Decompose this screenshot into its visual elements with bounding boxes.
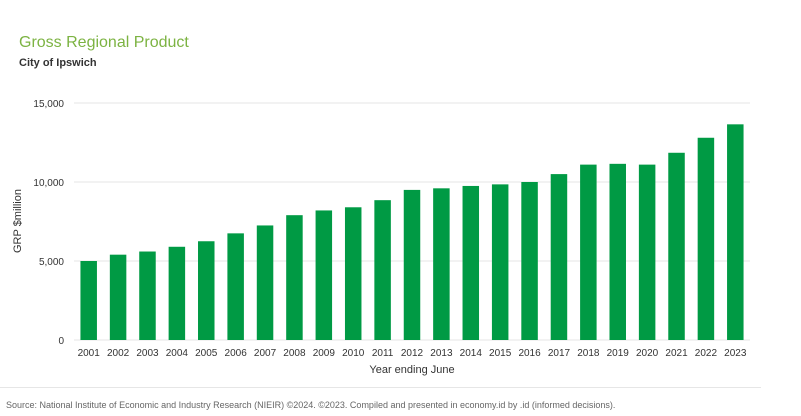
source-note: Source: National Institute of Economic a… xyxy=(6,400,616,410)
x-tick-label: 2019 xyxy=(607,348,630,359)
bar-2016[interactable] xyxy=(521,182,538,340)
y-tick-label: 5,000 xyxy=(39,257,64,268)
bar-2006[interactable] xyxy=(227,233,244,340)
bar-2018[interactable] xyxy=(580,164,597,340)
x-tick-label: 2015 xyxy=(489,348,512,359)
y-tick-label: 10,000 xyxy=(33,178,64,189)
bar-2013[interactable] xyxy=(433,188,450,340)
x-tick-label: 2006 xyxy=(225,348,248,359)
x-tick-label: 2004 xyxy=(166,348,189,359)
x-axis-ticks: 2001 2002 2003 2004 2005 2006 2007 2008 2009 2010… xyxy=(78,348,747,359)
bar-2004[interactable] xyxy=(168,246,186,340)
x-tick-label: 2013 xyxy=(430,348,453,359)
x-tick-label: 2023 xyxy=(724,348,747,359)
chart-subtitle: City of Ipswich xyxy=(19,57,97,69)
y-tick-label: 15,000 xyxy=(33,99,64,110)
x-tick-label: 2008 xyxy=(283,348,306,359)
bar-2022[interactable] xyxy=(697,137,715,340)
bar-2001[interactable] xyxy=(80,261,97,340)
bar-2021[interactable] xyxy=(668,152,685,340)
bar-2011[interactable] xyxy=(374,200,391,340)
x-tick-label: 2014 xyxy=(460,348,483,359)
x-tick-label: 2005 xyxy=(195,348,218,359)
x-tick-label: 2011 xyxy=(372,348,394,359)
y-axis-label: GRP $million xyxy=(12,189,24,253)
footer-divider xyxy=(0,387,761,388)
x-tick-label: 2001 xyxy=(78,348,101,359)
x-tick-label: 2017 xyxy=(548,348,571,359)
bar-2019[interactable] xyxy=(609,163,626,340)
bar-2020[interactable] xyxy=(638,164,656,340)
bar-2008[interactable] xyxy=(286,215,303,340)
x-tick-label: 2020 xyxy=(636,348,659,359)
y-axis-ticks: 0 5,000 10,000 15,000 xyxy=(33,99,64,347)
bars xyxy=(80,124,744,340)
bar-2002[interactable] xyxy=(109,254,127,340)
x-tick-label: 2009 xyxy=(313,348,336,359)
x-tick-label: 2018 xyxy=(577,348,600,359)
bar-2007[interactable] xyxy=(256,225,274,340)
bar-2003[interactable] xyxy=(139,251,156,340)
x-axis-label: Year ending June xyxy=(369,364,454,376)
x-tick-label: 2003 xyxy=(136,348,159,359)
bar-2005[interactable] xyxy=(198,241,215,340)
x-tick-label: 2007 xyxy=(254,348,277,359)
chart-title: Gross Regional Product xyxy=(19,34,189,51)
bar-2015[interactable] xyxy=(491,184,509,340)
bar-2017[interactable] xyxy=(550,174,568,340)
bar-2009[interactable] xyxy=(315,210,333,340)
bar-2014[interactable] xyxy=(462,185,480,340)
y-tick-label: 0 xyxy=(58,336,64,347)
x-tick-label: 2010 xyxy=(342,348,365,359)
bar-2010[interactable] xyxy=(344,207,362,340)
x-tick-label: 2021 xyxy=(665,348,688,359)
bar-2023[interactable] xyxy=(727,124,744,340)
x-tick-label: 2016 xyxy=(518,348,541,359)
bar-2012[interactable] xyxy=(403,189,421,340)
x-tick-label: 2022 xyxy=(695,348,718,359)
x-tick-label: 2012 xyxy=(401,348,424,359)
x-tick-label: 2002 xyxy=(107,348,130,359)
